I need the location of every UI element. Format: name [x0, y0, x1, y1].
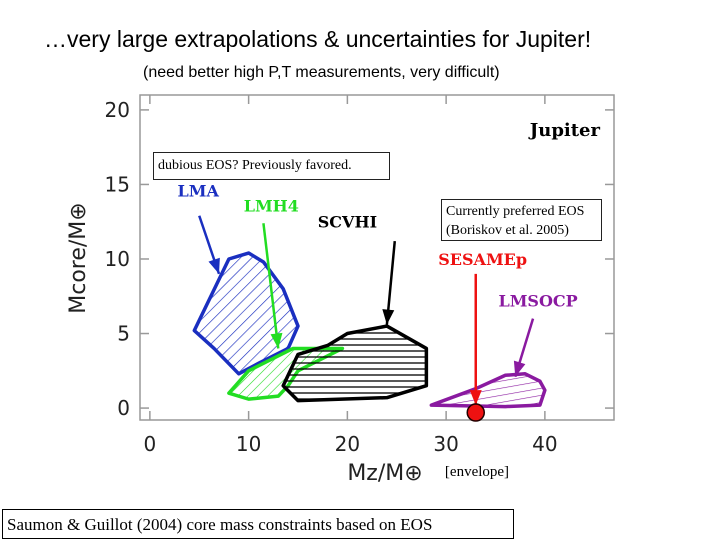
y-tick-label: 10 — [105, 247, 130, 271]
note-dubious-eos: dubious EOS? Previously favored. — [153, 152, 390, 180]
y-tick-label: 5 — [117, 322, 130, 346]
arrowhead-lmsocp — [513, 360, 526, 377]
note-preferred-eos: Currently preferred EOS (Boriskov et al.… — [441, 199, 602, 241]
arrowhead-lmh4 — [270, 332, 283, 349]
region-lma — [192, 251, 300, 376]
x-axis-label: Mz/M⊕ — [347, 461, 422, 486]
label-lma: LMA — [178, 181, 220, 200]
x-tick-label: 0 — [144, 432, 157, 456]
y-tick-label: 15 — [105, 172, 130, 196]
arrowhead-lma — [208, 257, 220, 274]
x-tick-label: 10 — [236, 432, 261, 456]
arrowhead-scvhi — [382, 309, 395, 325]
chart-title: Jupiter — [528, 120, 601, 141]
note-preferred-line2: (Boriskov et al. 2005) — [446, 223, 569, 238]
region-lmsocp — [429, 372, 547, 409]
label-lmh4: LMH4 — [244, 196, 299, 215]
y-axis-label: Mcore/M⊕ — [66, 202, 91, 313]
marker-sesamep — [466, 403, 485, 422]
label-sesamep: SESAMEp — [438, 250, 527, 269]
x-tick-label: 30 — [433, 432, 458, 456]
slide-title: …very large extrapolations & uncertainti… — [44, 26, 592, 52]
x-tick-label: 40 — [532, 432, 557, 456]
arrowhead-sesamep — [469, 390, 482, 406]
plot-frame — [139, 94, 615, 421]
note-caption: Saumon & Guillot (2004) core mass constr… — [2, 509, 514, 539]
note-preferred-line1: Currently preferred EOS — [446, 204, 585, 219]
x-tick-label: 20 — [335, 432, 360, 456]
label-scvhi: SCVHI — [318, 213, 377, 232]
y-tick-label: 20 — [105, 98, 130, 122]
arrow-lmh4 — [262, 223, 280, 349]
y-tick-label: 0 — [117, 396, 130, 420]
label-lmsocp: LMSOCP — [498, 292, 577, 311]
slide-subtitle: (need better high P,T measurements, very… — [143, 64, 500, 81]
region-scvhi — [281, 324, 429, 403]
note-envelope: [envelope] — [438, 460, 516, 484]
